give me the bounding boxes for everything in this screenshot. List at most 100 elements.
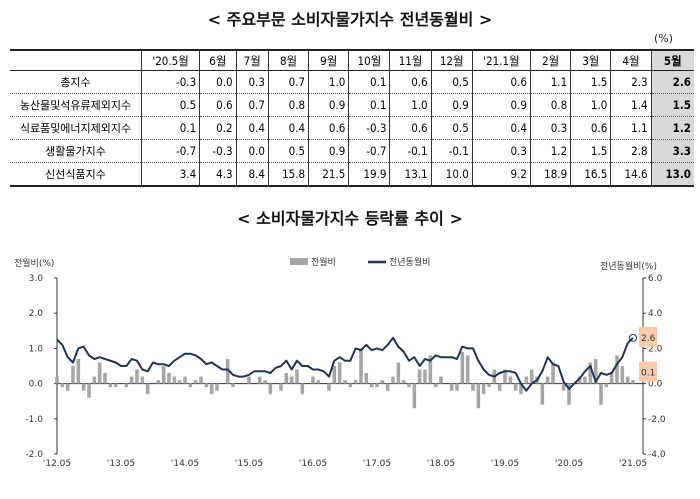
bar-mom	[87, 383, 91, 398]
table-cell: 2.8	[610, 139, 652, 163]
bar-mom	[609, 373, 614, 384]
table-cell: 18.9	[529, 162, 571, 187]
bar-mom	[513, 383, 518, 391]
bar-mom	[631, 380, 635, 384]
x-tick-label: '19.05	[491, 459, 519, 469]
bar-mom	[263, 380, 267, 384]
column-header: 2월	[529, 50, 571, 71]
left-axis-label: 전월비(%)	[14, 257, 54, 269]
table-cell: 0.9	[308, 93, 349, 117]
bar-mom	[396, 362, 401, 384]
annotation-mom-box	[639, 361, 657, 382]
row-label: 생활물가지수	[10, 139, 142, 163]
table-cell: 14.6	[610, 162, 652, 187]
bar-mom	[108, 383, 113, 388]
table-cell: 0.5	[430, 116, 473, 140]
table-cell: 1.1	[529, 70, 571, 94]
right-tick-label: -2.0	[648, 415, 666, 425]
bar-mom	[172, 376, 177, 384]
row-label: 신선식품지수	[10, 162, 142, 187]
table-cell: 0.9	[308, 139, 349, 163]
table-cell: 0.6	[389, 116, 432, 140]
bar-mom	[167, 373, 171, 384]
left-tick-label: 2.0	[29, 309, 44, 319]
table-cell: 0.0	[199, 70, 237, 94]
table-cell: 0.7	[235, 93, 269, 117]
table-row: 식료품및에너지제외지수 0.1 0.2 0.4 0.4 0.6 -0.3 0.6 0.5 0.4 0…	[10, 116, 694, 140]
bar-mom	[471, 383, 475, 391]
table-cell: -0.1	[389, 139, 432, 163]
table-cell: 0.6	[389, 70, 432, 94]
table-cell: 2.6	[650, 70, 694, 94]
column-header: 10월	[348, 50, 390, 71]
table-cell: 0.6	[471, 70, 531, 94]
bar-mom	[177, 380, 182, 384]
x-tick-label: '18.05	[427, 459, 455, 469]
bar-mom	[343, 380, 347, 384]
table-cell: 1.5	[570, 70, 611, 94]
table-cell: 10.0	[430, 162, 473, 187]
column-header: 3월	[570, 50, 611, 71]
bar-mom	[412, 383, 417, 409]
table-header-row: '20.5월 6월 7월 8월 9월 10월 11월 12월 '21.1월 2월 3월 4월 5월	[10, 50, 694, 71]
bar-mom	[391, 376, 395, 384]
bar-mom	[289, 376, 294, 384]
bar-mom	[188, 383, 193, 388]
bar-mom	[60, 383, 65, 388]
bar-mom	[428, 355, 433, 384]
table-cell: 0.9	[430, 93, 473, 117]
x-tick-label: '14.05	[171, 459, 199, 469]
bar-mom	[199, 376, 203, 384]
column-header: '21.1월	[471, 50, 531, 71]
bar-mom	[65, 383, 70, 391]
right-tick-label: 0.0	[648, 380, 663, 390]
row-label: 식료품및에너지제외지수	[10, 116, 142, 140]
column-header: 7월	[235, 50, 269, 71]
chart-title: < 소비자물가지수 등락률 추이 >	[237, 209, 463, 228]
cpi-table: '20.5월 6월 7월 8월 9월 10월 11월 12월 '21.1월 2월 3월 4월 5월 총지…	[10, 49, 694, 187]
table-cell: 0.5	[430, 70, 473, 94]
bar-mom	[449, 383, 454, 391]
table-cell: -0.3	[199, 139, 237, 163]
table-cell: 2.3	[610, 70, 652, 94]
bar-mom	[295, 369, 299, 384]
bar-mom	[519, 383, 523, 395]
table-cell: 1.2	[650, 116, 694, 140]
table-cell: 9.2	[471, 162, 531, 187]
bar-mom	[135, 369, 139, 384]
bar-mom	[113, 383, 118, 388]
table-cell: 0.3	[529, 116, 571, 140]
bar-mom	[327, 383, 331, 391]
legend: 전월비 전년동월비	[290, 256, 430, 268]
bar-mom	[423, 369, 427, 384]
bar-mom	[524, 376, 529, 384]
bar-mom	[156, 380, 161, 384]
bar-mom	[359, 348, 363, 384]
x-tick-label: '16.05	[299, 459, 327, 469]
bar-mom	[487, 383, 491, 388]
table-cell: -0.7	[348, 139, 390, 163]
table-cell: -0.1	[430, 139, 473, 163]
bar-mom	[231, 383, 235, 388]
bar-mom	[604, 383, 609, 388]
column-header: 8월	[267, 50, 309, 71]
column-header: 11월	[389, 50, 432, 71]
right-axis-label: 전년동월비(%)	[600, 260, 657, 272]
legend-bar-label: 전월비	[311, 256, 336, 268]
table-cell: 0.6	[308, 116, 349, 140]
table-cell: 13.1	[389, 162, 432, 187]
bar-mom	[140, 376, 145, 384]
bar-mom	[268, 383, 273, 395]
bar-mom	[583, 376, 587, 384]
table-cell: 1.0	[570, 93, 611, 117]
table-cell: 0.9	[471, 93, 531, 117]
table-cell: 1.4	[610, 93, 652, 117]
bar-mom	[209, 383, 214, 395]
column-header: '20.5월	[140, 50, 200, 71]
bar-mom	[615, 355, 619, 384]
bar-mom	[348, 383, 353, 388]
table-cell: 0.6	[570, 116, 611, 140]
left-tick-label: -1.0	[25, 415, 43, 425]
bar-mom	[465, 355, 470, 384]
